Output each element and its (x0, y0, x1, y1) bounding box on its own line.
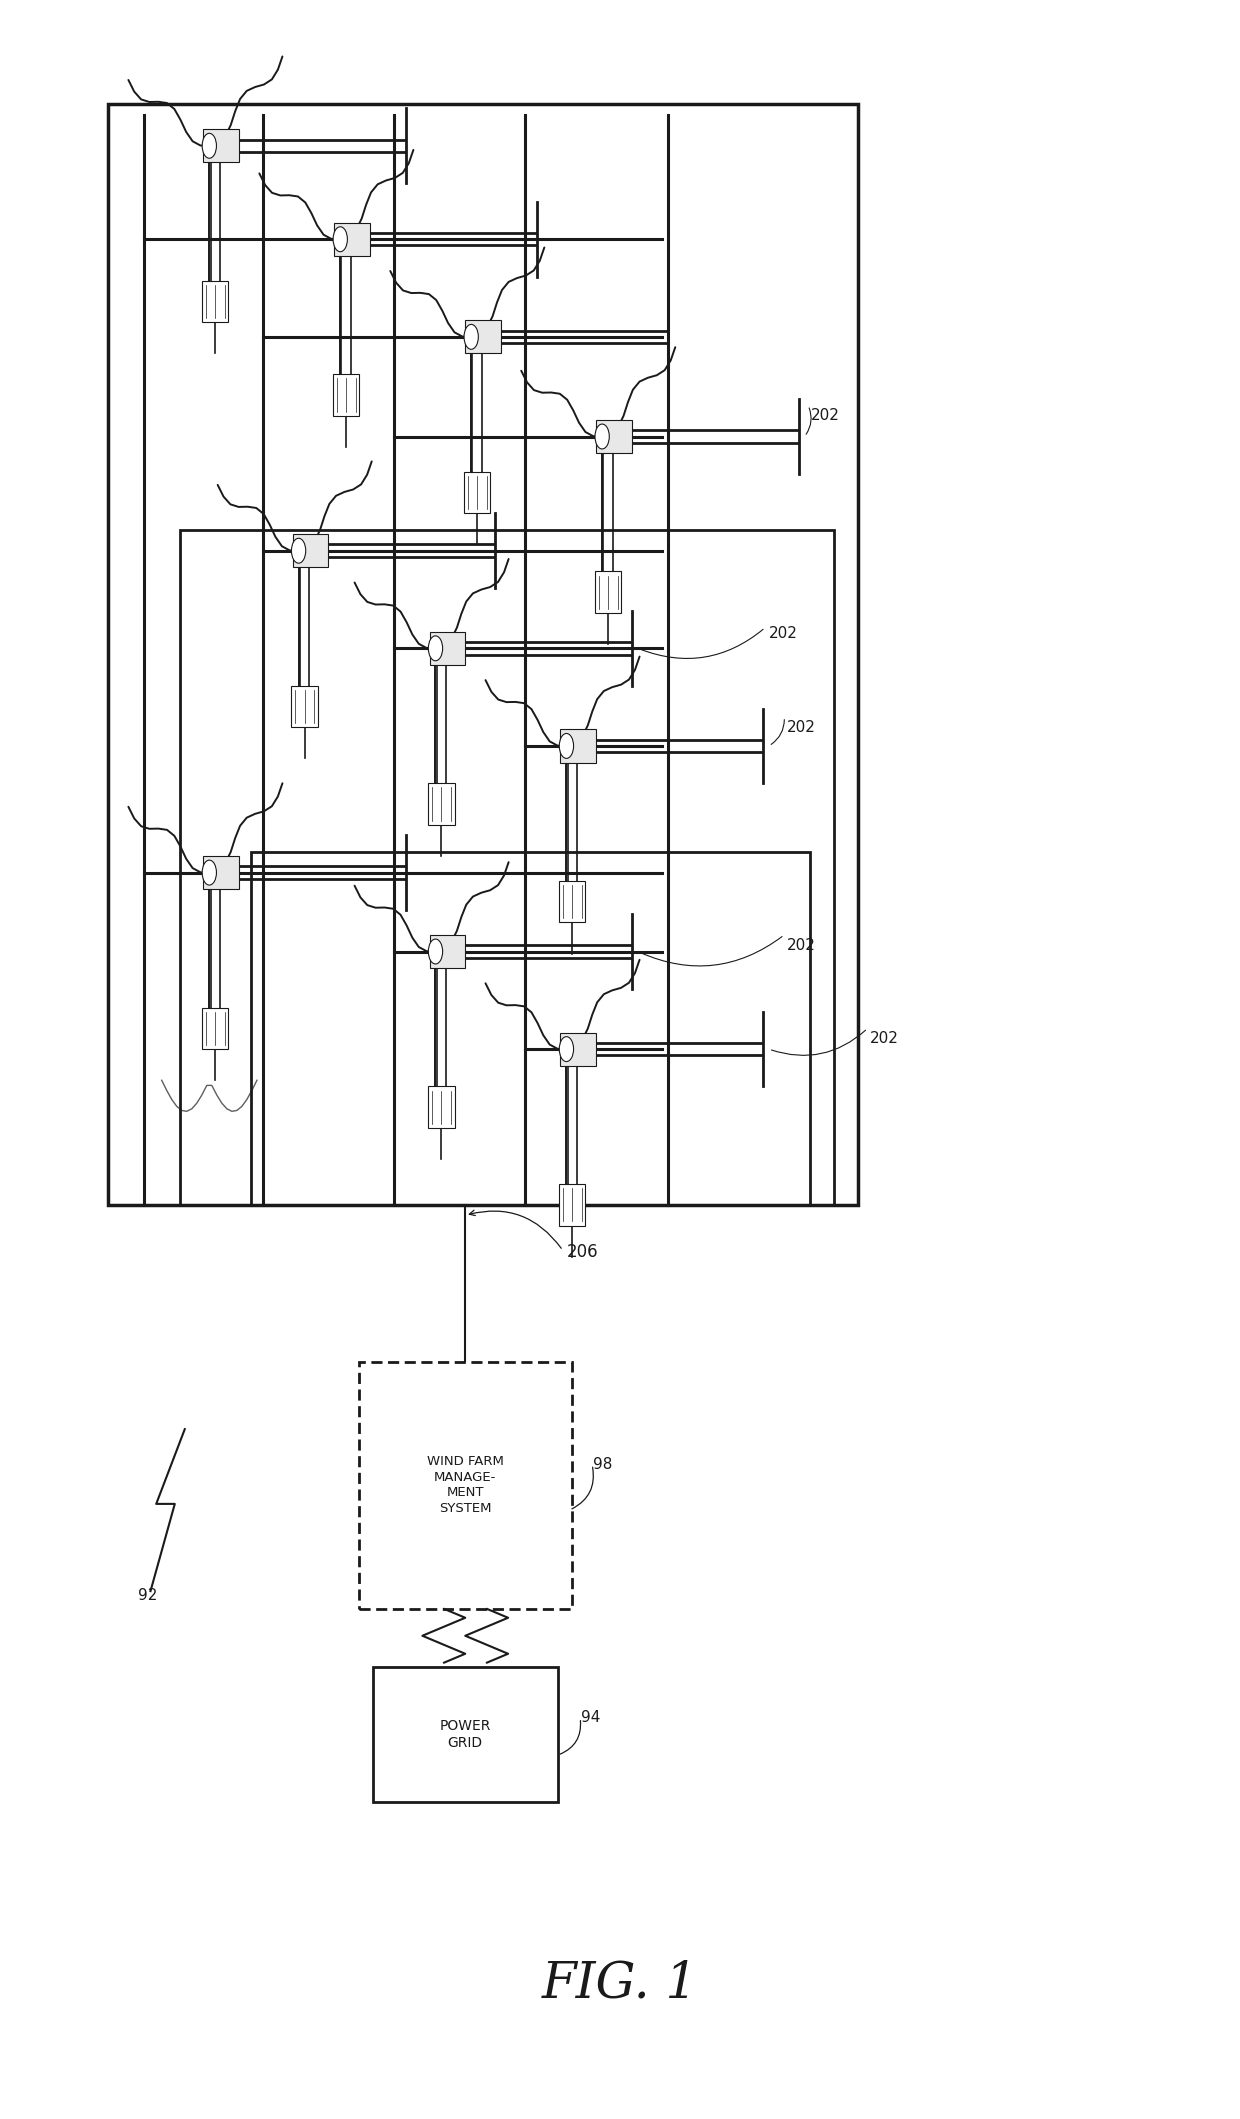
Text: 202: 202 (786, 939, 816, 954)
Ellipse shape (291, 538, 306, 564)
Bar (560, 1032, 596, 1066)
Text: 202: 202 (786, 720, 816, 735)
Bar (560, 729, 596, 763)
Ellipse shape (559, 733, 574, 759)
Ellipse shape (202, 860, 217, 886)
Text: 206: 206 (567, 1242, 598, 1261)
Bar (335, 222, 370, 256)
Bar (559, 882, 585, 922)
Bar (429, 934, 465, 968)
Text: 98: 98 (593, 1458, 613, 1473)
Ellipse shape (595, 424, 609, 449)
Bar (250, 852, 811, 1206)
Ellipse shape (334, 227, 347, 252)
Bar (203, 129, 239, 163)
Bar (180, 530, 835, 1206)
Ellipse shape (559, 1036, 574, 1062)
Text: 202: 202 (769, 627, 797, 642)
Text: POWER
GRID: POWER GRID (439, 1719, 491, 1750)
Bar (293, 534, 329, 568)
Bar (595, 572, 621, 612)
Bar (202, 280, 228, 322)
Bar (334, 375, 360, 415)
Bar (203, 856, 239, 890)
Bar (464, 473, 490, 513)
Text: 202: 202 (811, 409, 839, 424)
Bar (596, 420, 632, 453)
Bar (428, 784, 455, 824)
Ellipse shape (428, 939, 443, 964)
Text: 202: 202 (870, 1032, 899, 1047)
Ellipse shape (464, 324, 479, 350)
Bar (465, 320, 501, 354)
Text: 94: 94 (582, 1710, 600, 1725)
Bar (202, 1009, 228, 1049)
Bar (373, 1668, 558, 1801)
Bar (291, 687, 317, 727)
Text: WIND FARM
MANAGE-
MENT
SYSTEM: WIND FARM MANAGE- MENT SYSTEM (427, 1456, 503, 1515)
Text: 92: 92 (138, 1587, 157, 1602)
Bar (429, 631, 465, 665)
Text: FIG. 1: FIG. 1 (542, 1958, 698, 2009)
Bar (108, 104, 858, 1206)
FancyBboxPatch shape (358, 1363, 572, 1608)
Bar (559, 1185, 585, 1225)
Ellipse shape (428, 636, 443, 661)
Ellipse shape (202, 133, 217, 159)
Bar (428, 1087, 455, 1127)
